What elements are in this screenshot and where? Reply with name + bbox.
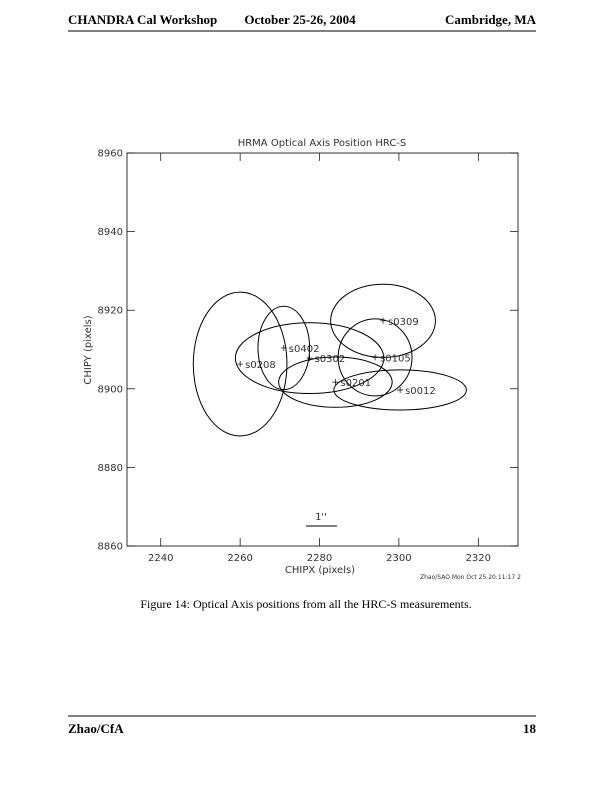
header-center: October 25-26, 2004	[244, 12, 356, 27]
x-axis-label: CHIPX (pixels)	[285, 565, 355, 576]
y-tick-label: 8860	[98, 542, 123, 553]
point-marker	[372, 354, 379, 361]
x-tick-label: 2280	[307, 553, 332, 564]
y-tick-label: 8900	[98, 384, 123, 395]
footer-right: 18	[523, 721, 537, 736]
x-tick-label: 2240	[148, 553, 173, 564]
timestamp: Zhao/SAO Mon Oct 25 20:11:17 2	[420, 574, 521, 581]
point-label: s0402	[289, 344, 320, 355]
caption: Figure 14: Optical Axis positions from a…	[140, 597, 471, 611]
y-tick-label: 8880	[98, 463, 123, 474]
x-tick-label: 2260	[227, 553, 252, 564]
point-marker	[380, 317, 387, 324]
header-right: Cambridge, MA	[445, 12, 537, 27]
error-ellipse	[192, 291, 288, 437]
point-label: s0302	[315, 354, 346, 365]
y-tick-label: 8920	[98, 306, 123, 317]
y-axis-label: CHIPY (pixels)	[83, 315, 94, 384]
y-tick-label: 8940	[98, 227, 123, 238]
point-label: s0201	[340, 378, 371, 389]
point-marker	[237, 361, 244, 368]
point-label: s0105	[380, 353, 411, 364]
error-ellipse	[333, 369, 467, 411]
error-ellipse	[278, 356, 393, 408]
error-ellipse	[330, 283, 436, 358]
chart-title: HRMA Optical Axis Position HRC-S	[238, 138, 407, 149]
error-ellipse	[234, 322, 385, 395]
point-label: s0309	[388, 317, 419, 328]
scale-label: 1''	[315, 512, 327, 523]
point-marker	[397, 386, 404, 393]
y-tick-label: 8960	[98, 149, 123, 160]
point-marker	[332, 379, 339, 386]
x-tick-label: 2320	[466, 553, 491, 564]
point-label: s0012	[405, 386, 436, 397]
error-ellipse	[257, 305, 311, 391]
x-tick-label: 2300	[386, 553, 411, 564]
point-marker	[280, 344, 287, 351]
footer-left: Zhao/CfA	[68, 721, 124, 736]
plot-frame	[126, 152, 519, 547]
header-left: CHANDRA Cal Workshop	[68, 12, 217, 27]
